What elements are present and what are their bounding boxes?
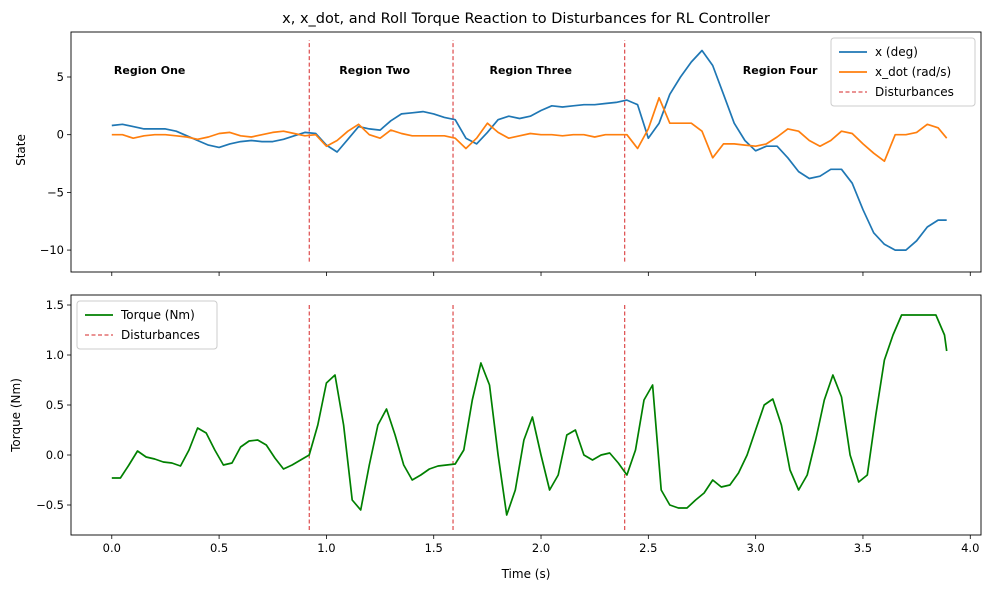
y-tick-label: 0.0 [46,448,64,462]
y-tick-label: 0 [57,128,64,142]
x-tick-label: 0.0 [103,541,121,555]
legend-label: x (deg) [875,45,918,59]
x-tick-label: 1.5 [425,541,443,555]
y-tick-label: 1.5 [46,298,64,312]
y-tick-label: −10 [40,243,64,257]
region-annotation: Region Two [339,64,410,77]
top-panel-state: −10 −5 0 5 Region One Region Two Region Three R… [40,31,982,276]
region-annotation: Region Four [743,64,818,77]
x-tick-label: 2.0 [532,541,550,555]
chart-title: x, x_dot, and Roll Torque Reaction to Di… [282,11,770,27]
x-tick-label: 4.0 [961,541,979,555]
axes-frame [70,31,982,273]
legend-label: Torque (Nm) [120,308,195,322]
y-tick-label: −0.5 [36,498,64,512]
series-line-torque-nm [111,314,948,516]
legend-box [76,300,218,350]
bottom-y-axis-label: Torque (Nm) [9,378,23,453]
legend: Torque (Nm) Disturbances [76,300,218,350]
x-tick-label: 0.5 [210,541,228,555]
x-tick-label: 2.5 [639,541,657,555]
bottom-panel-torque: 0.0 0.5 1.0 1.5 2.0 2.5 3.0 3.5 4.0 −0.5 0.0 0.5 1.0… [36,294,982,555]
series-line-x-deg [111,49,947,251]
x-axis-label: Time (s) [501,567,551,581]
x-tick-label: 3.0 [746,541,764,555]
region-annotation: Region Three [490,64,572,77]
legend: x (deg) x_dot (rad/s) Disturbances [830,37,976,107]
y-tick-label: 0.5 [46,398,64,412]
legend-label: Disturbances [121,328,200,342]
series-line-x-dot-rad-s [111,96,948,163]
y-tick-label: −5 [47,185,64,199]
x-tick-label: 1.0 [317,541,335,555]
legend-box [830,37,976,107]
axes-frame [70,294,982,536]
top-y-axis-label: State [14,134,28,166]
y-tick-label: 1.0 [46,348,64,362]
legend-label: Disturbances [875,85,954,99]
region-annotation: Region One [114,64,185,77]
legend-label: x_dot (rad/s) [875,65,951,79]
x-tick-label: 3.5 [854,541,872,555]
y-tick-label: 5 [57,70,64,84]
